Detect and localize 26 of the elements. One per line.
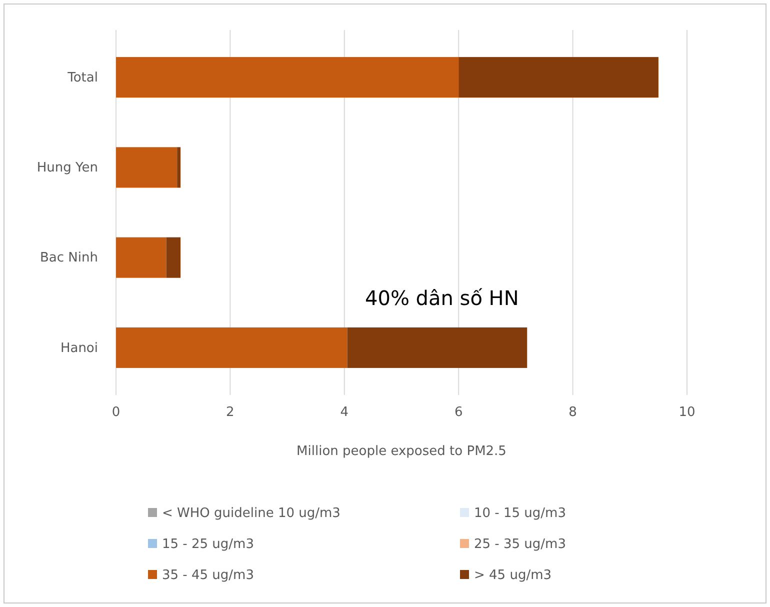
bar <box>166 237 181 278</box>
legend-label: > 45 ug/m3 <box>474 568 552 583</box>
x-tick-label: 4 <box>340 405 349 420</box>
y-tick-label: Hanoi <box>60 340 98 356</box>
bar <box>116 327 348 368</box>
x-tick-label: 6 <box>454 405 463 420</box>
bar <box>116 237 166 278</box>
bar <box>116 57 459 98</box>
y-tick-label: Bac Ninh <box>40 250 98 266</box>
x-tick-label: 10 <box>678 405 696 420</box>
bar <box>116 147 178 188</box>
bar <box>177 147 181 188</box>
x-tick-label: 0 <box>112 405 120 420</box>
y-tick-label: Total <box>66 70 98 86</box>
x-axis-title: Million people exposed to PM2.5 <box>296 444 506 459</box>
legend-label: 35 - 45 ug/m3 <box>162 568 254 583</box>
legend-label: 25 - 35 ug/m3 <box>474 537 566 552</box>
x-tick-label: 2 <box>226 405 234 420</box>
y-tick-label: Hung Yen <box>36 160 98 176</box>
annotation: 40% dân số HN <box>365 286 519 310</box>
legend-label: 10 - 15 ug/m3 <box>474 506 566 521</box>
legend-label: 15 - 25 ug/m3 <box>162 537 254 552</box>
x-tick-label: 8 <box>568 405 577 420</box>
bar <box>347 327 528 368</box>
legend-label: < WHO guideline 10 ug/m3 <box>162 506 340 521</box>
bar <box>458 57 658 98</box>
